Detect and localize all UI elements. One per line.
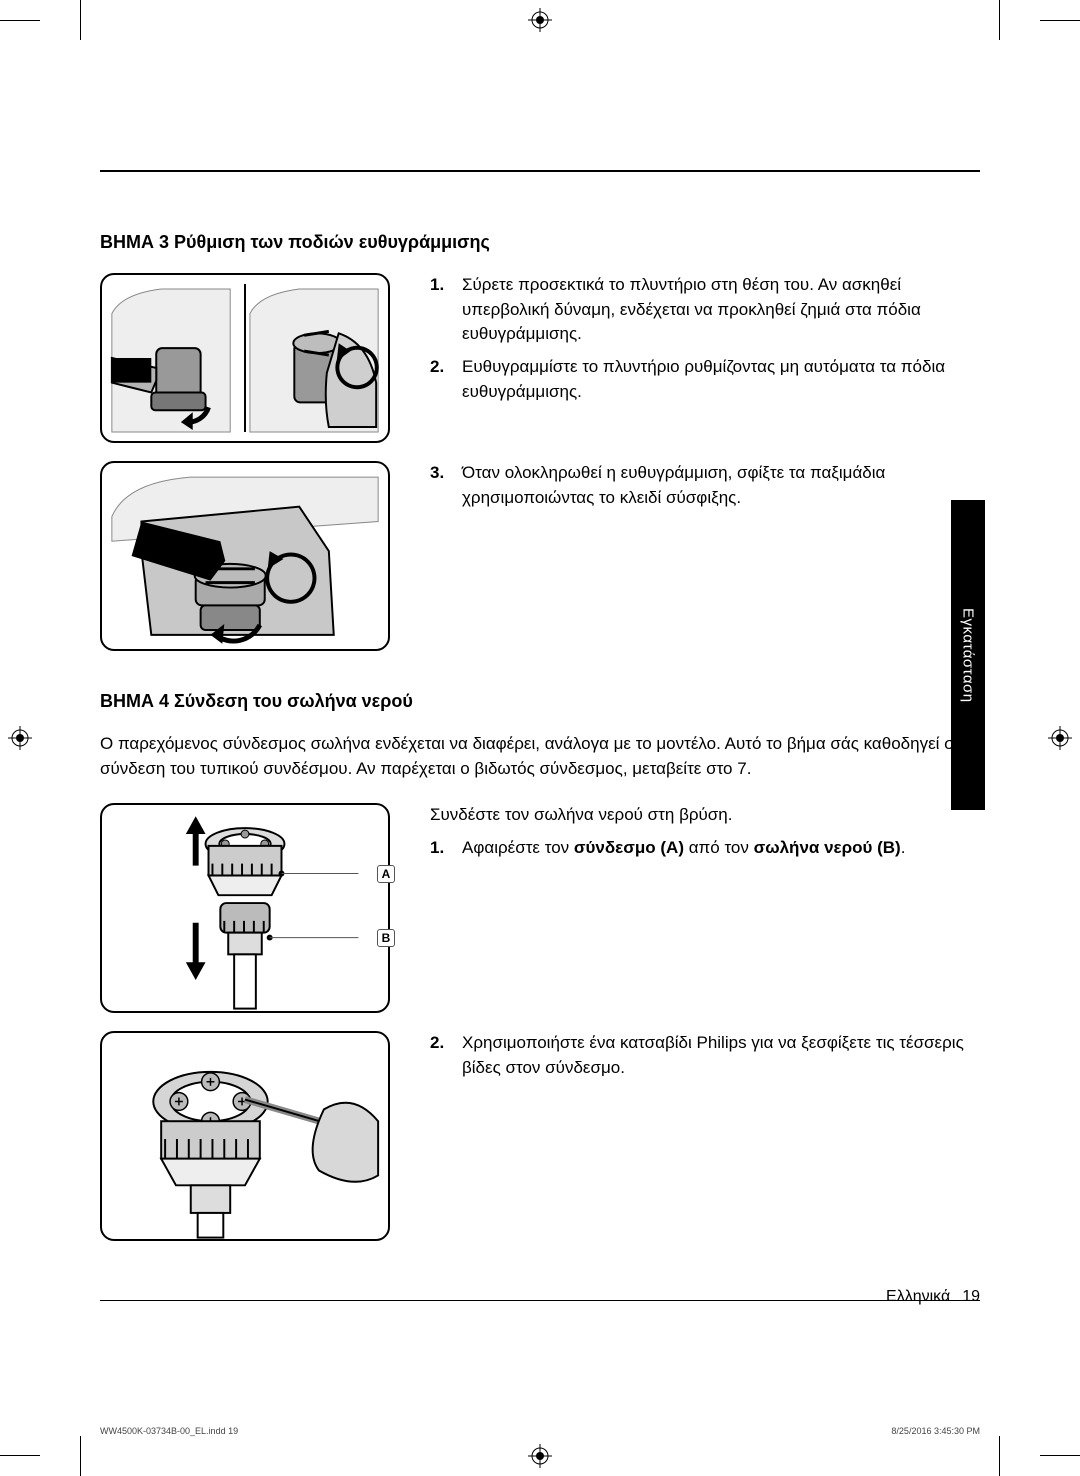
step3-item-2: 2.Ευθυγραμμίστε το πλυντήριο ρυθμίζοντας…: [430, 355, 980, 404]
step3-illustration-1: [100, 273, 390, 443]
step4-intro: Ο παρεχόμενος σύνδεσμος σωλήνα ενδέχεται…: [100, 732, 980, 781]
section-tab: Εγκατάσταση: [951, 500, 985, 810]
step4-preline: Συνδέστε τον σωλήνα νερού στη βρύση.: [430, 803, 980, 828]
page-content: ΒΗΜΑ 3 Ρύθμιση των ποδιών ευθυγράμμισης: [100, 170, 980, 1306]
registration-mark-bottom: [528, 1444, 552, 1468]
registration-mark-left: [8, 726, 32, 750]
top-rule: [100, 170, 980, 172]
step4-heading: ΒΗΜΑ 4 Σύνδεση του σωλήνα νερού: [100, 691, 980, 712]
step3-heading: ΒΗΜΑ 3 Ρύθμιση των ποδιών ευθυγράμμισης: [100, 232, 980, 253]
step3-item-3: 3.Όταν ολοκληρωθεί η ευθυγράμμιση, σφίξτ…: [430, 461, 980, 510]
registration-mark-right: [1048, 726, 1072, 750]
label-a: A: [377, 865, 395, 883]
step4-illustration-1: [100, 803, 390, 1013]
step3-illustration-2: [100, 461, 390, 651]
page-footer: Ελληνικά19: [886, 1288, 980, 1306]
imposition-footer: WW4500K-03734B-00_EL.indd 19 8/25/2016 3…: [100, 1426, 980, 1436]
bottom-rule: [100, 1300, 980, 1301]
step3-item-1: 1.Σύρετε προσεκτικά το πλυντήριο στη θέσ…: [430, 273, 980, 347]
label-b: B: [377, 929, 395, 947]
step4-illustration-2: [100, 1031, 390, 1241]
registration-mark-top: [528, 8, 552, 32]
step4-item-1: 1. Αφαιρέστε τον σύνδεσμο (A) από τον σω…: [430, 836, 980, 861]
step4-item-2: 2.Χρησιμοποιήστε ένα κατσαβίδι Philips γ…: [430, 1031, 980, 1080]
